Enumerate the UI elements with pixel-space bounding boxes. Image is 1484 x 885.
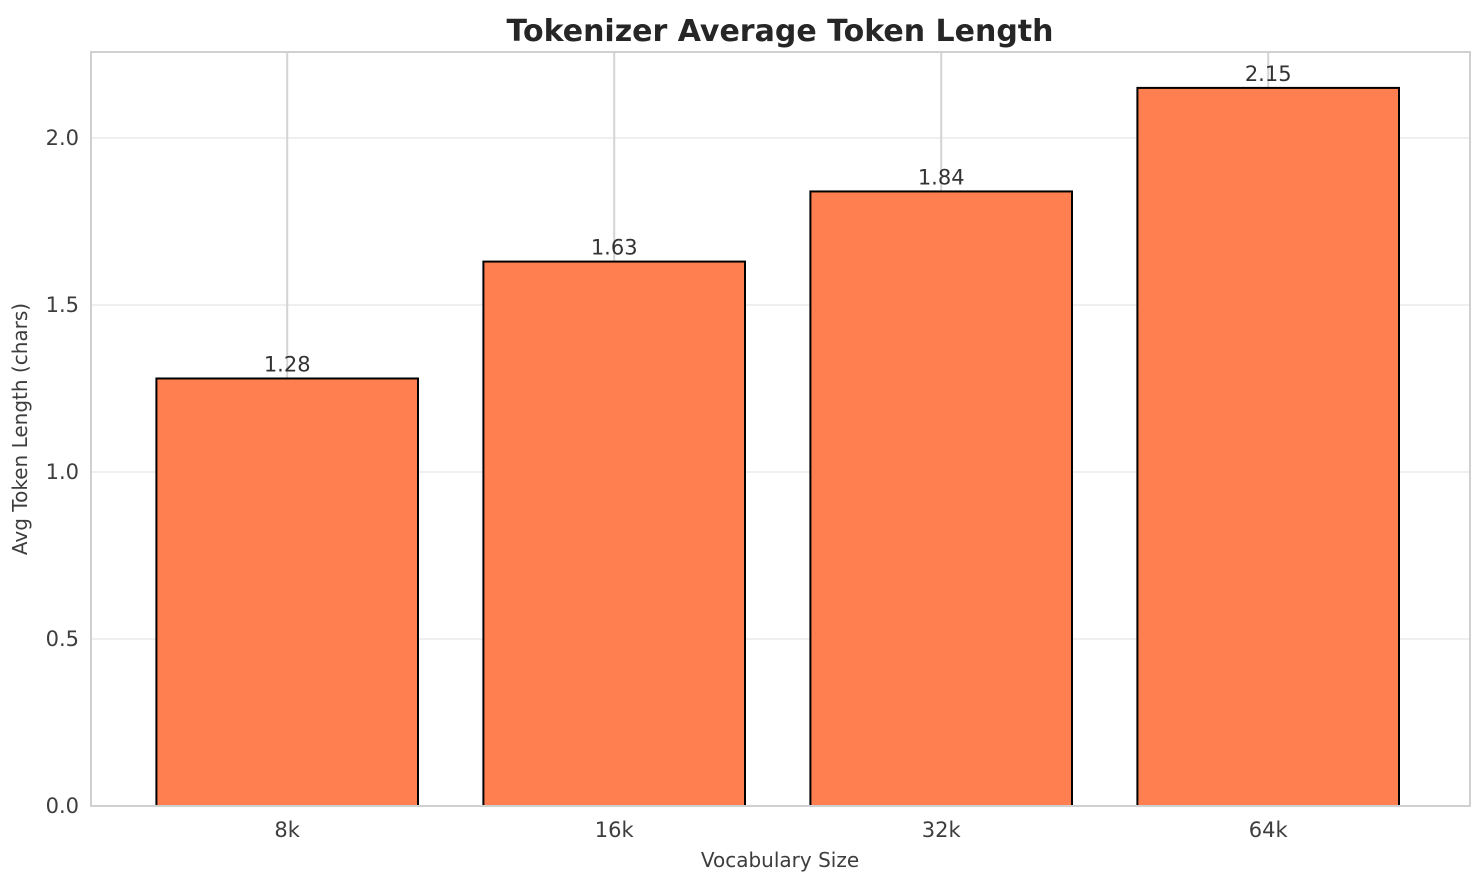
bar-value-labels: 1.28 1.63 1.84 2.15 [264, 62, 1292, 377]
y-axis-label: Avg Token Length (chars) [8, 303, 32, 555]
x-tick-label: 16k [595, 818, 635, 842]
bar-64k [1136, 86, 1401, 807]
bar-value-label: 1.84 [918, 165, 965, 189]
plot-border [90, 51, 1471, 807]
chart-title: Tokenizer Average Token Length [506, 14, 1053, 49]
y-tick-label: 0.5 [46, 627, 79, 651]
bar-value-label: 1.63 [591, 236, 638, 260]
bar-value-label: 1.28 [264, 352, 311, 376]
vertical-gridlines [286, 52, 1270, 806]
x-tick-label: 64k [1249, 818, 1289, 842]
bar-value-label: 2.15 [1245, 62, 1292, 86]
bar-series [155, 86, 1401, 807]
bar-32k [809, 190, 1074, 807]
bar-16k [482, 260, 746, 807]
x-tick-label: 8k [274, 818, 300, 842]
y-tick-label: 1.5 [46, 293, 79, 317]
x-axis-label: Vocabulary Size [701, 848, 859, 872]
y-axis-tick-labels: 0.0 0.5 1.0 1.5 2.0 [46, 126, 79, 818]
y-tick-label: 2.0 [46, 126, 79, 150]
y-tick-label: 0.0 [46, 794, 79, 818]
bar-8k [155, 377, 419, 807]
y-tick-label: 1.0 [46, 460, 79, 484]
x-axis-tick-labels: 8k 16k 32k 64k [274, 818, 1288, 842]
x-tick-label: 32k [922, 818, 962, 842]
